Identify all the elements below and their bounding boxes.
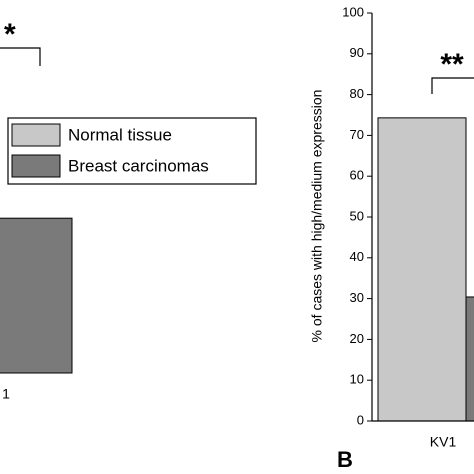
panel-label: B [337, 447, 353, 472]
y-tick-label: 90 [350, 45, 364, 60]
y-tick-label: 30 [350, 290, 364, 305]
y-tick-label: 80 [350, 86, 364, 101]
legend-swatch [11, 154, 61, 178]
legend-label: Breast carcinomas [68, 156, 209, 175]
x-tick-label: 1 [2, 386, 10, 402]
significance-mark: * [4, 18, 16, 51]
significance-mark: ** [440, 48, 464, 81]
y-tick-label: 60 [350, 168, 364, 183]
y-tick-label: 0 [357, 412, 364, 427]
bar [465, 296, 474, 422]
y-tick-label: 20 [350, 331, 364, 346]
y-tick-label: 50 [350, 208, 364, 223]
legend-swatch [11, 123, 61, 147]
y-tick-label: 100 [342, 4, 364, 19]
bracket [431, 77, 474, 94]
bracket [0, 47, 41, 66]
x-tick-label: KV1 [430, 434, 457, 450]
legend-label: Normal tissue [68, 125, 172, 144]
y-tick-label: 10 [350, 372, 364, 387]
y-tick-label: 70 [350, 127, 364, 142]
bar [377, 117, 467, 422]
bar [0, 217, 73, 374]
y-tick-label: 40 [350, 249, 364, 264]
y-axis-title: % of cases with high/medium expression [309, 90, 325, 343]
